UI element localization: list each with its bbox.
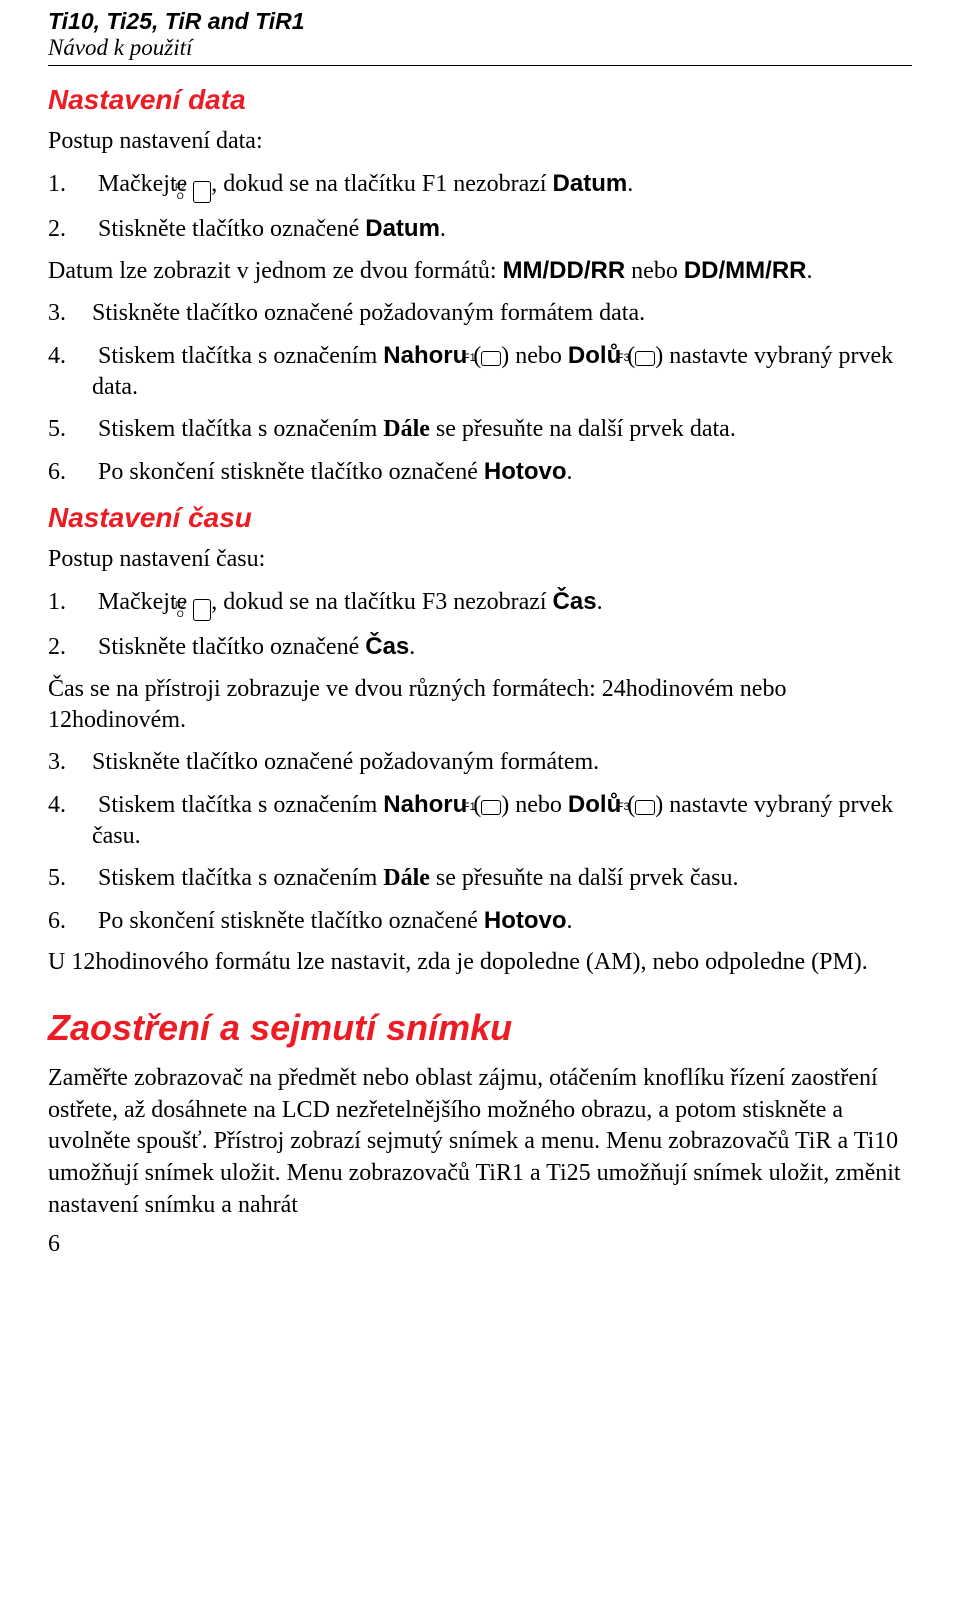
header-rule [48, 65, 912, 66]
section-title-focus: Zaostření a sejmutí snímku [48, 1007, 912, 1049]
f1-key-icon: F1 [481, 800, 501, 815]
step-date-6: Po skončení stiskněte tlačítko označené … [48, 456, 912, 489]
f3-key-icon: F3 [635, 351, 655, 366]
header-model-line: Ti10, Ti25, TiR and TiR1 [48, 8, 912, 35]
step-time-2: Stiskněte tlačítko označené Čas. [48, 631, 912, 664]
step-date-4: Stiskem tlačítka s označením Nahoru (F1)… [48, 340, 912, 404]
step-date-5: Stiskem tlačítka s označením Dále se pře… [48, 414, 912, 446]
para-focus: Zaměřte zobrazovač na předmět nebo oblas… [48, 1063, 912, 1221]
step-time-6: Po skončení stiskněte tlačítko označené … [48, 905, 912, 938]
steps-date-cont: Stiskněte tlačítko označené požadovaným … [48, 298, 912, 488]
note-date-formats: Datum lze zobrazit v jednom ze dvou form… [48, 255, 912, 288]
document-page: Ti10, Ti25, TiR and TiR1 Návod k použití… [0, 8, 960, 1282]
section-title-time: Nastavení času [48, 502, 912, 534]
f3-key-icon: F3 [635, 800, 655, 815]
step-date-3: Stiskněte tlačítko označené požadovaným … [48, 298, 912, 330]
header-subtitle: Návod k použití [48, 35, 912, 61]
step-date-2: Stiskněte tlačítko označené Datum. [48, 213, 912, 246]
step-time-5: Stiskem tlačítka s označením Dále se pře… [48, 863, 912, 895]
menu-key-icon: F2O [193, 599, 211, 621]
step-time-3: Stiskněte tlačítko označené požadovaným … [48, 747, 912, 779]
section-title-date: Nastavení data [48, 84, 912, 116]
steps-time-cont: Stiskněte tlačítko označené požadovaným … [48, 747, 912, 937]
steps-time: Mačkejte F2O, dokud se na tlačítku F3 ne… [48, 586, 912, 664]
f1-key-icon: F1 [481, 351, 501, 366]
menu-key-icon: F2O [193, 181, 211, 203]
step-date-1: Mačkejte F2O, dokud se na tlačítku F1 ne… [48, 168, 912, 203]
note-time-formats: Čas se na přístroji zobrazuje ve dvou rů… [48, 674, 912, 737]
steps-date: Mačkejte F2O, dokud se na tlačítku F1 ne… [48, 168, 912, 246]
note-ampm: U 12hodinového formátu lze nastavit, zda… [48, 947, 912, 979]
step-time-1: Mačkejte F2O, dokud se na tlačítku F3 ne… [48, 586, 912, 621]
intro-time: Postup nastavení času: [48, 544, 912, 576]
intro-date: Postup nastavení data: [48, 126, 912, 158]
page-number: 6 [48, 1231, 912, 1258]
step-time-4: Stiskem tlačítka s označením Nahoru (F1)… [48, 789, 912, 853]
